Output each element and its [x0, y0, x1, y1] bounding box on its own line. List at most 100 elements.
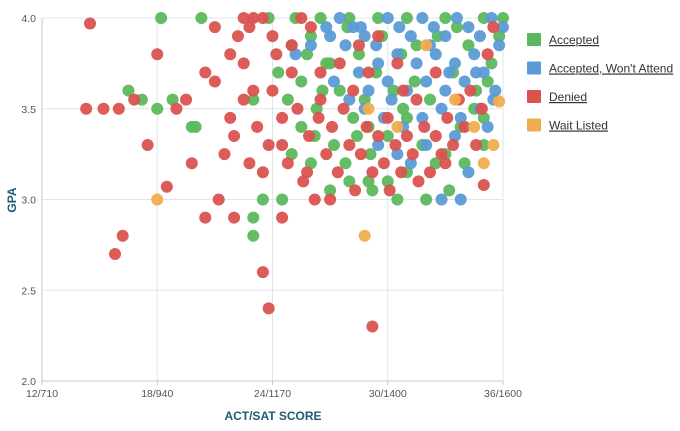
- data-point: [464, 84, 477, 97]
- data-point: [352, 66, 365, 79]
- data-point: [304, 157, 317, 170]
- data-point: [454, 111, 467, 124]
- legend-item[interactable]: Wait Listed: [549, 119, 608, 133]
- data-point: [385, 93, 398, 106]
- data-point: [408, 75, 421, 88]
- data-point: [395, 166, 408, 179]
- data-point: [429, 48, 442, 61]
- data-point: [420, 39, 433, 52]
- legend-swatch[interactable]: [527, 118, 541, 132]
- data-point: [339, 39, 352, 52]
- data-point: [360, 120, 373, 133]
- data-point: [435, 102, 448, 115]
- data-point: [304, 39, 317, 52]
- y-axis-title: GPA: [5, 187, 19, 212]
- legend-swatch[interactable]: [527, 61, 541, 75]
- data-point: [314, 66, 327, 79]
- data-point: [312, 111, 325, 124]
- data-point: [366, 166, 379, 179]
- data-point: [84, 17, 97, 30]
- data-point: [454, 193, 467, 206]
- data-point: [285, 148, 298, 161]
- data-point: [404, 30, 417, 43]
- data-point: [326, 120, 339, 133]
- data-point: [108, 247, 121, 260]
- data-point: [195, 12, 208, 24]
- data-point: [393, 21, 406, 34]
- data-point: [443, 66, 456, 79]
- data-point: [266, 84, 279, 97]
- data-point: [324, 184, 337, 197]
- data-point: [439, 30, 452, 43]
- data-point: [301, 166, 314, 179]
- data-point: [320, 21, 333, 34]
- data-point: [266, 30, 279, 43]
- legend-item[interactable]: Denied: [549, 90, 587, 104]
- data-point: [429, 129, 442, 142]
- data-point: [243, 21, 256, 34]
- data-point: [439, 84, 452, 97]
- data-point: [327, 75, 340, 88]
- data-point: [308, 193, 321, 206]
- legend-swatch[interactable]: [527, 33, 541, 46]
- data-point: [410, 57, 423, 70]
- data-point: [276, 193, 289, 206]
- data-point: [485, 57, 498, 70]
- data-point: [324, 30, 337, 43]
- data-point: [354, 148, 367, 161]
- data-point: [497, 12, 509, 24]
- data-point: [481, 48, 494, 61]
- data-point: [302, 129, 315, 142]
- data-point: [247, 211, 260, 224]
- legend-swatch[interactable]: [527, 90, 541, 103]
- y-tick-label: 3.5: [21, 104, 36, 116]
- data-point: [387, 84, 400, 97]
- data-point: [208, 75, 221, 88]
- data-point: [372, 30, 385, 43]
- data-point: [391, 48, 404, 61]
- data-point: [391, 193, 404, 206]
- data-point: [470, 66, 483, 79]
- data-point: [228, 211, 241, 224]
- data-point: [468, 48, 481, 61]
- data-point: [166, 93, 179, 106]
- data-point: [441, 111, 454, 124]
- data-point: [400, 111, 413, 124]
- data-point: [487, 21, 500, 34]
- data-point: [151, 193, 164, 206]
- data-point: [262, 302, 275, 315]
- data-point: [343, 12, 356, 24]
- data-point: [364, 148, 377, 161]
- data-point: [228, 129, 241, 142]
- data-point: [256, 193, 269, 206]
- data-point: [381, 111, 394, 124]
- data-point: [281, 93, 294, 106]
- data-point: [247, 93, 260, 106]
- legend-item[interactable]: Accepted, Won't Attend: [549, 62, 673, 76]
- data-point: [424, 166, 437, 179]
- data-point: [473, 30, 486, 43]
- y-tick-label: 2.5: [21, 285, 36, 297]
- data-point: [247, 229, 260, 242]
- data-point: [435, 148, 448, 161]
- data-point: [477, 111, 490, 124]
- data-point: [352, 39, 365, 52]
- data-point: [170, 102, 183, 115]
- data-point: [347, 84, 360, 97]
- legend-item[interactable]: Accepted: [549, 33, 599, 47]
- x-tick-label: 24/1170: [254, 388, 291, 400]
- data-point: [262, 139, 275, 152]
- data-point: [272, 66, 285, 79]
- data-point: [397, 84, 410, 97]
- data-point: [358, 93, 371, 106]
- data-point: [331, 166, 344, 179]
- data-point: [435, 193, 448, 206]
- data-point: [281, 157, 294, 170]
- data-point: [372, 57, 385, 70]
- data-point: [337, 102, 350, 115]
- data-point: [439, 12, 452, 24]
- data-point: [155, 12, 168, 24]
- data-point: [189, 120, 202, 133]
- data-point: [493, 95, 506, 108]
- data-point: [80, 102, 93, 115]
